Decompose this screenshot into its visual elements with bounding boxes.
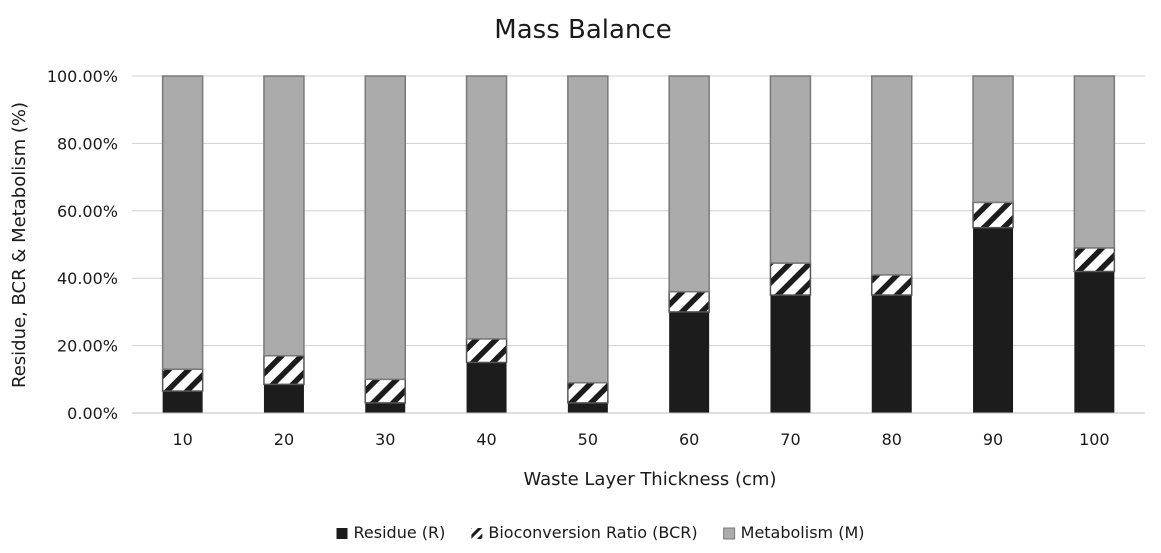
x-tick-label: 20 <box>274 430 294 449</box>
bar-segment-residue-10 <box>162 391 203 413</box>
legend-label: Residue (R) <box>354 523 446 542</box>
legend-label: Bioconversion Ratio (BCR) <box>488 523 697 542</box>
bar-segment-residue-20 <box>263 384 304 413</box>
bar-segment-metabolism-70 <box>769 75 812 264</box>
x-tick-label: 30 <box>375 430 395 449</box>
bar-segment-bcr-80 <box>871 274 913 296</box>
legend-swatch <box>336 528 348 539</box>
bar-segment-bcr-90 <box>972 201 1014 229</box>
legend-item-bcr: Bioconversion Ratio (BCR) <box>471 523 698 542</box>
bar-segment-metabolism-40 <box>465 75 508 340</box>
y-tick-label: 80.00% <box>57 134 118 153</box>
bar-segment-residue-100 <box>1074 271 1115 413</box>
bars <box>161 75 1116 413</box>
bar-segment-residue-40 <box>466 362 507 413</box>
bar-segment-residue-80 <box>871 295 912 413</box>
bar-segment-metabolism-20 <box>263 75 305 357</box>
x-axis-title: Waste Layer Thickness (cm) <box>524 469 777 490</box>
legend: Residue (R) Bioconversion Ratio (BCR) Meta… <box>336 523 865 542</box>
bar-segment-metabolism-30 <box>364 75 406 381</box>
bar-segment-bcr-50 <box>567 381 609 404</box>
bar-segment-metabolism-100 <box>1073 75 1116 249</box>
x-tick-label: 10 <box>172 430 192 449</box>
bar-segment-bcr-60 <box>668 290 710 313</box>
bar-segment-bcr-100 <box>1073 247 1116 273</box>
bar-segment-bcr-20 <box>263 354 305 386</box>
y-axis-title: Residue, BCR & Metabolism (%) <box>9 102 30 388</box>
bar-segment-residue-60 <box>669 311 710 413</box>
bar-segment-residue-50 <box>567 402 608 413</box>
legend-item-metabolism: Metabolism (M) <box>723 523 865 542</box>
bar-segment-bcr-10 <box>161 368 204 392</box>
bar-segment-metabolism-80 <box>871 75 913 276</box>
y-tick-label: 100.00% <box>47 67 118 86</box>
bar-segment-bcr-30 <box>364 378 406 404</box>
bar-segment-residue-90 <box>973 227 1014 413</box>
legend-swatch <box>723 527 736 540</box>
y-tick-label: 0.00% <box>67 404 118 423</box>
x-axis-ticks: 10 20 30 40 50 60 70 80 90 100 <box>172 430 1109 449</box>
bar-segment-metabolism-60 <box>668 75 710 293</box>
bar-segment-bcr-70 <box>769 262 812 296</box>
chart-title: Mass Balance <box>494 15 671 45</box>
x-tick-label: 90 <box>983 430 1003 449</box>
x-tick-label: 40 <box>476 430 496 449</box>
x-tick-label: 60 <box>679 430 699 449</box>
y-tick-label: 60.00% <box>57 202 118 221</box>
x-tick-label: 80 <box>882 430 902 449</box>
y-tick-label: 20.00% <box>57 337 118 356</box>
bar-segment-bcr-40 <box>465 338 508 364</box>
bar-segment-residue-70 <box>770 295 811 413</box>
legend-swatch <box>471 528 483 539</box>
y-tick-label: 40.00% <box>57 269 118 288</box>
x-tick-label: 70 <box>780 430 800 449</box>
bar-segment-metabolism-50 <box>567 75 609 384</box>
x-tick-label: 100 <box>1079 430 1110 449</box>
bar-segment-residue-30 <box>365 402 406 413</box>
bar-segment-metabolism-10 <box>161 75 204 370</box>
bar-segment-metabolism-90 <box>972 75 1014 204</box>
legend-label: Metabolism (M) <box>741 523 865 542</box>
y-axis-ticks: 0.00% 20.00% 40.00% 60.00% 80.00% 100.00% <box>47 67 118 423</box>
x-tick-label: 50 <box>578 430 598 449</box>
legend-item-residue: Residue (R) <box>336 523 446 542</box>
